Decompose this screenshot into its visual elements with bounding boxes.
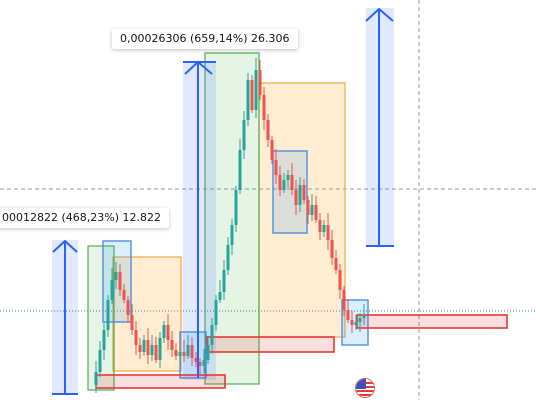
- candle-body: [114, 272, 118, 280]
- measure-label-left: 00012822 (468,23%) 12.822: [0, 208, 169, 228]
- candle-body: [318, 220, 322, 232]
- candle-body: [246, 80, 250, 120]
- candle-body: [270, 140, 274, 160]
- candle-body: [130, 315, 134, 330]
- candle-body: [106, 300, 110, 330]
- candle-body: [102, 330, 106, 350]
- candle-body: [250, 80, 254, 110]
- candle-body: [214, 300, 218, 325]
- candle-body: [134, 330, 138, 345]
- candle-body: [174, 350, 178, 356]
- candle-body: [330, 240, 334, 258]
- measure-label-top: 0,00026306 (659,14%) 26.306: [112, 29, 298, 49]
- measure-arrow-mid[interactable]: [183, 60, 216, 378]
- candle-body: [362, 316, 366, 318]
- candle-body: [118, 272, 122, 290]
- candle-body: [298, 185, 302, 205]
- candle-body: [354, 322, 358, 325]
- measure-arrow-left[interactable]: [52, 239, 78, 395]
- candle-body: [274, 160, 278, 175]
- red-box-2[interactable]: [206, 336, 335, 353]
- candle-body: [182, 352, 186, 356]
- candle-body: [150, 345, 154, 355]
- candle-body: [166, 325, 170, 340]
- candle-body: [178, 352, 182, 356]
- candle-body: [202, 360, 206, 366]
- candle-body: [306, 200, 310, 215]
- candle-body: [218, 292, 222, 300]
- candle-body: [322, 225, 326, 232]
- candle-body: [282, 180, 286, 190]
- candle-body: [266, 120, 270, 140]
- candle-body: [94, 372, 98, 385]
- candle-body: [210, 325, 214, 345]
- candle-body: [226, 245, 230, 270]
- candle-body: [350, 320, 354, 325]
- candle-body: [142, 340, 146, 352]
- candle-body: [278, 175, 282, 190]
- green-range-right[interactable]: [204, 52, 260, 385]
- candle-body: [302, 185, 306, 200]
- candle-body: [346, 310, 350, 320]
- candle-body: [254, 70, 258, 110]
- candle-body: [230, 225, 234, 245]
- candle-body: [186, 345, 190, 356]
- candle-body: [310, 205, 314, 215]
- candle-body: [338, 270, 342, 290]
- candle-body: [238, 150, 242, 190]
- candle-body: [126, 300, 130, 315]
- candle-body: [110, 280, 114, 300]
- candle-body: [138, 345, 142, 352]
- candle-body: [98, 350, 102, 372]
- candle-body: [314, 205, 318, 220]
- candle-body: [194, 358, 198, 362]
- candle-body: [162, 325, 166, 338]
- measure-arrow-right[interactable]: [365, 7, 394, 247]
- candle-body: [170, 340, 174, 350]
- candle-body: [146, 340, 150, 355]
- candle-body: [158, 338, 162, 360]
- candle-body: [198, 362, 202, 366]
- candle-body: [290, 175, 294, 190]
- candle-body: [294, 190, 298, 205]
- red-box-3[interactable]: [356, 314, 508, 329]
- candle-body: [286, 175, 290, 180]
- candle-body: [222, 270, 226, 292]
- candle-body: [234, 190, 238, 225]
- candle-body: [258, 70, 262, 95]
- blue-box-3[interactable]: [272, 150, 308, 234]
- us-flag-icon[interactable]: [355, 378, 375, 398]
- candle-body: [190, 345, 194, 358]
- candle-body: [262, 95, 266, 120]
- red-box-1[interactable]: [95, 374, 226, 389]
- candlestick-series: [94, 58, 366, 393]
- candle-body: [342, 290, 346, 310]
- candle-body: [358, 318, 362, 322]
- candle-body: [206, 345, 210, 360]
- candle-body: [326, 225, 330, 240]
- candle-body: [122, 290, 126, 300]
- candle-body: [154, 345, 158, 360]
- candle-body: [334, 258, 338, 270]
- candle-body: [242, 120, 246, 150]
